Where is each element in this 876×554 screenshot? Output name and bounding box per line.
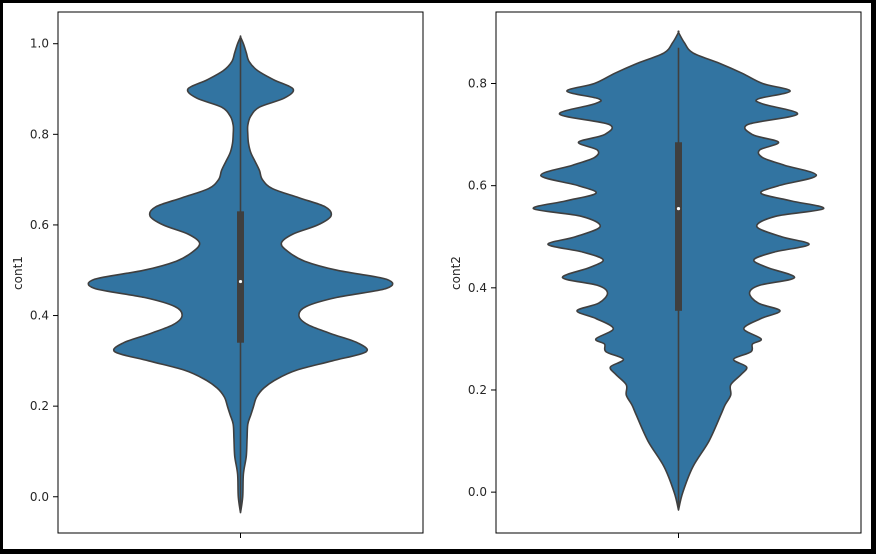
y-tick-label: 0.4 [468, 281, 487, 295]
y-axis-ticks: 0.0 0.2 0.4 0.6 0.8 [468, 77, 496, 499]
y-tick-label: 0.0 [30, 490, 49, 504]
y-axis-ticks: 0.0 0.2 0.4 0.6 0.8 1.0 [30, 37, 58, 504]
y-tick-label: 0.4 [30, 309, 49, 323]
violin-median-dot [676, 207, 681, 211]
y-tick-label: 0.0 [468, 485, 487, 499]
y-tick-label: 0.8 [30, 127, 49, 141]
y-tick-label: 1.0 [30, 37, 49, 51]
violin-iqr-box [237, 211, 244, 343]
y-tick-label: 0.8 [468, 77, 487, 91]
panel-cont1: 0.0 0.2 0.4 0.6 0.8 1.0 cont1 [11, 11, 424, 538]
violin-median-dot [238, 279, 243, 284]
panel-cont2: 0.0 0.2 0.4 0.6 0.8 cont2 [449, 11, 862, 538]
y-tick-label: 0.2 [30, 399, 49, 413]
violin-marks [87, 35, 394, 514]
y-tick-label: 0.2 [468, 383, 487, 397]
figure-canvas: 0.0 0.2 0.4 0.6 0.8 1.0 cont1 0.0 0.2 0.4 0.6 0.8… [3, 3, 871, 549]
y-axis-label: cont1 [11, 256, 25, 290]
y-tick-label: 0.6 [468, 179, 487, 193]
y-axis-label: cont2 [449, 256, 463, 290]
y-tick-label: 0.6 [30, 218, 49, 232]
violin-iqr-box [675, 142, 682, 311]
violin-marks [532, 30, 825, 511]
violin-plots: 0.0 0.2 0.4 0.6 0.8 1.0 cont1 0.0 0.2 0.4 0.6 0.8… [11, 11, 862, 538]
